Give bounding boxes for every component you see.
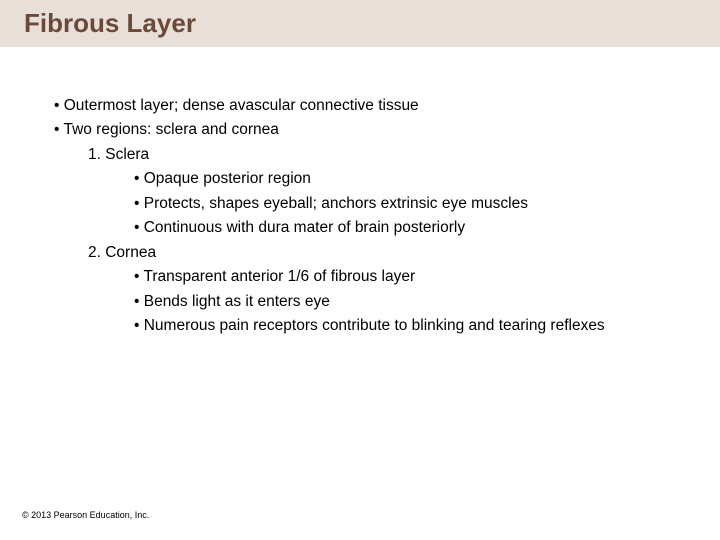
copyright-footer: © 2013 Pearson Education, Inc. — [22, 510, 149, 520]
bullet-level3: • Protects, shapes eyeball; anchors extr… — [44, 193, 700, 215]
bullet-level3: • Bends light as it enters eye — [44, 291, 700, 313]
bullet-level1: • Two regions: sclera and cornea — [44, 119, 700, 141]
bullet-level3: • Opaque posterior region — [44, 168, 700, 190]
bullet-level3: • Continuous with dura mater of brain po… — [44, 217, 700, 239]
bullet-level1: • Outermost layer; dense avascular conne… — [44, 95, 700, 117]
bullet-level2: 2. Cornea — [44, 242, 700, 264]
title-bar: Fibrous Layer — [0, 0, 720, 47]
bullet-level2: 1. Sclera — [44, 144, 700, 166]
bullet-level3: • Numerous pain receptors contribute to … — [44, 315, 700, 337]
slide-title: Fibrous Layer — [24, 8, 720, 39]
bullet-level3: • Transparent anterior 1/6 of fibrous la… — [44, 266, 700, 288]
slide-body: • Outermost layer; dense avascular conne… — [0, 47, 720, 338]
